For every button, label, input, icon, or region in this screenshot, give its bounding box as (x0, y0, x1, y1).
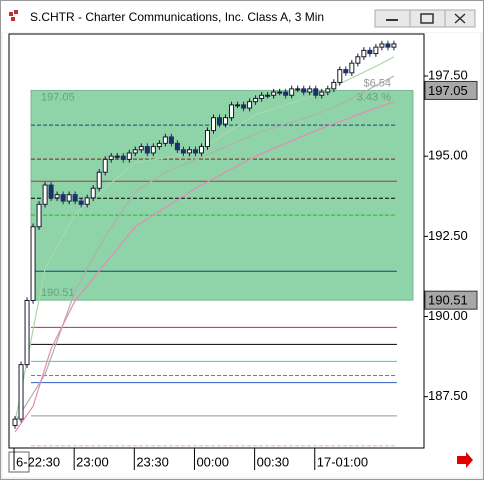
close-button[interactable] (444, 9, 476, 28)
average-line (14, 75, 395, 423)
candle-body (367, 49, 373, 55)
price-box-low (424, 290, 478, 310)
candle-body (120, 155, 126, 160)
candle-body (325, 88, 331, 93)
price-box-high (424, 80, 478, 100)
candle-body (180, 149, 186, 154)
x-tick-label: 6-22:30 (16, 454, 60, 469)
y-tick-label: 187.50 (428, 388, 468, 403)
y-tick-label: 190.00 (428, 308, 468, 323)
candle-body (301, 88, 307, 93)
candle-body (168, 136, 174, 144)
x-tick-label: 23:00 (76, 454, 109, 469)
candle-body (84, 197, 90, 205)
candle-body (379, 43, 385, 48)
price-box-high-label: 197.05 (428, 83, 468, 98)
candle-body (259, 94, 265, 99)
y-tick-label: 192.50 (428, 228, 468, 243)
candle-body (144, 146, 150, 154)
candle-body (36, 203, 42, 228)
candle-body (337, 69, 343, 83)
minimize-button[interactable] (374, 9, 411, 28)
candle-body (247, 101, 253, 109)
plot: 197.05 190.51 $6.54 3.43 % (12, 40, 414, 447)
candle-body (391, 43, 397, 48)
candle-body (241, 104, 247, 109)
candle-body (373, 46, 379, 55)
candle-body (18, 364, 24, 420)
candle-body (132, 149, 138, 154)
candle-body (54, 194, 60, 199)
app-icon (9, 10, 18, 21)
zone-low-label: 190.51 (41, 287, 75, 299)
zone-high-label: 197.05 (41, 91, 75, 103)
candle-body (162, 136, 168, 144)
candle-body (66, 194, 72, 202)
candle-body (283, 91, 289, 96)
price-zone (30, 89, 414, 301)
candle-body (223, 117, 229, 125)
candle-body (319, 91, 325, 96)
candle-body (204, 130, 210, 148)
candle-body (90, 187, 96, 199)
price-box-low-label: 190.51 (428, 293, 468, 308)
candle-body (217, 117, 223, 125)
candle-body (42, 184, 48, 205)
candle-body (331, 81, 337, 90)
candle-body (96, 171, 102, 189)
y-tick-label: 195.00 (428, 148, 468, 163)
candle-body (114, 155, 120, 158)
change-label: $6.54 (363, 77, 391, 89)
candle-body (126, 152, 132, 160)
x-tick-label: 00:00 (196, 454, 229, 469)
candle-body (295, 88, 301, 91)
candle-body (229, 104, 235, 119)
average-line (14, 101, 395, 433)
x-tick-label: 00:30 (257, 454, 290, 469)
candle-body (253, 97, 259, 103)
candle-body (210, 117, 216, 132)
candle-body (265, 94, 271, 97)
candle-body (48, 184, 54, 199)
candle-body (385, 43, 391, 48)
candle-body (361, 49, 367, 58)
candle-body (343, 69, 349, 74)
maximize-button[interactable] (409, 9, 446, 28)
candle-body (60, 194, 66, 202)
plot-frame (8, 33, 425, 449)
candle-body (313, 88, 319, 96)
candle-body (78, 200, 84, 205)
candle-body (12, 418, 18, 427)
window-title: S.CHTR - Charter Communications, Inc. Cl… (30, 10, 324, 24)
candle-body (307, 88, 313, 93)
candle-body (186, 149, 192, 154)
candle-body (235, 104, 241, 107)
candle-body (108, 155, 114, 160)
candle-body (192, 149, 198, 154)
candle-body (30, 226, 36, 301)
candle-body (102, 158, 108, 173)
candle-body (174, 142, 180, 151)
candle-body (289, 88, 295, 96)
y-tick-label: 197.50 (428, 67, 468, 82)
candle-body (150, 146, 156, 154)
scroll-arrow[interactable] (457, 452, 473, 468)
candle-body (24, 299, 30, 366)
candle-body (156, 142, 162, 148)
candle-body (138, 146, 144, 151)
x-tick-label: 23:30 (136, 454, 169, 469)
candle-body (355, 56, 361, 64)
candle-body (277, 91, 283, 94)
candle-body (349, 62, 355, 74)
x-tick-label: 17-01:00 (317, 454, 368, 469)
candle-body (198, 146, 204, 154)
candle-body (72, 194, 78, 202)
candle-body (271, 91, 277, 96)
change-pct-label: 3.43 % (357, 91, 391, 103)
